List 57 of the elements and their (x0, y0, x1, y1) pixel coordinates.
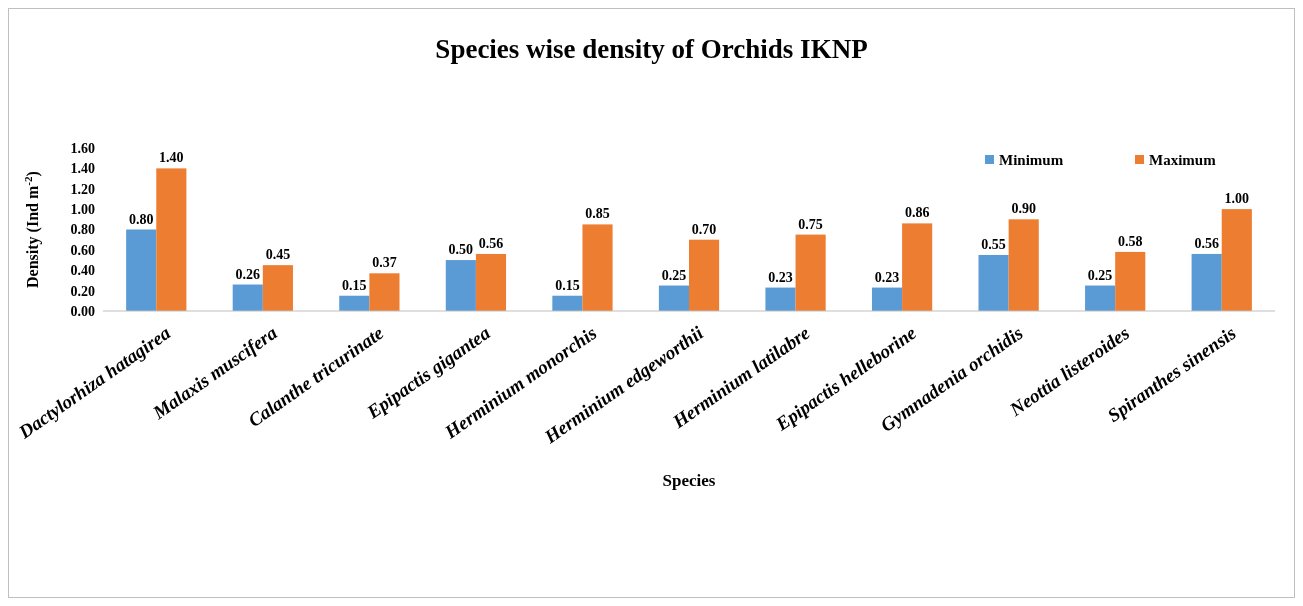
bar (871, 287, 903, 311)
data-label: 0.85 (585, 206, 610, 222)
legend-label: Minimum (999, 152, 1064, 169)
bar (978, 254, 1009, 311)
y-tick-label: 0.80 (70, 222, 95, 238)
data-label: 0.70 (691, 221, 717, 237)
bar (1221, 209, 1252, 311)
bar (339, 295, 370, 311)
y-tick-label: 0.40 (70, 263, 95, 279)
y-tick-label: 0.60 (70, 242, 95, 258)
data-label: 0.37 (372, 255, 397, 271)
bar (658, 285, 689, 311)
data-label: 0.25 (1087, 267, 1113, 283)
data-label: 0.45 (265, 247, 291, 263)
bar (262, 265, 293, 311)
bar (445, 260, 476, 311)
data-label: 0.56 (478, 235, 504, 251)
y-tick-label: 1.40 (70, 161, 95, 177)
data-label: 0.15 (342, 277, 367, 293)
bar (552, 295, 583, 311)
data-label: 0.25 (661, 267, 687, 283)
y-tick-label: 0.20 (70, 283, 95, 299)
data-label: 0.26 (235, 266, 260, 282)
bar (475, 253, 507, 311)
bar (902, 223, 933, 311)
y-tick-label: 1.20 (70, 181, 95, 197)
bar (765, 287, 796, 311)
bar (795, 234, 826, 311)
data-label: 0.75 (798, 216, 823, 232)
data-label: 0.86 (904, 205, 930, 221)
data-label: 0.58 (1118, 233, 1143, 249)
data-label: 0.56 (1194, 235, 1219, 251)
data-label: 0.90 (1011, 201, 1036, 217)
bar (232, 284, 263, 311)
data-label: 1.40 (159, 150, 184, 166)
bar (126, 229, 157, 311)
data-label: 1.00 (1224, 191, 1250, 207)
bar (1085, 285, 1116, 311)
bar (689, 239, 720, 311)
chart-title: Species wise density of Orchids IKNP (435, 34, 868, 64)
y-tick-label: 0.00 (70, 303, 95, 319)
data-label: 0.23 (874, 269, 900, 285)
y-tick-label: 1.60 (70, 140, 95, 156)
data-label: 0.15 (555, 277, 580, 293)
bar (1191, 253, 1222, 311)
bar (582, 224, 613, 311)
x-axis-title: Species (662, 471, 716, 490)
data-label: 0.23 (768, 269, 793, 285)
bar (369, 273, 400, 311)
y-tick-label: 1.00 (70, 202, 95, 218)
data-label: 0.80 (128, 211, 154, 227)
legend-label: Maximum (1149, 152, 1217, 169)
data-label: 0.50 (448, 242, 474, 258)
bar (156, 168, 187, 311)
bar (1115, 251, 1146, 311)
data-label: 0.55 (981, 236, 1006, 252)
bar (1008, 219, 1039, 311)
